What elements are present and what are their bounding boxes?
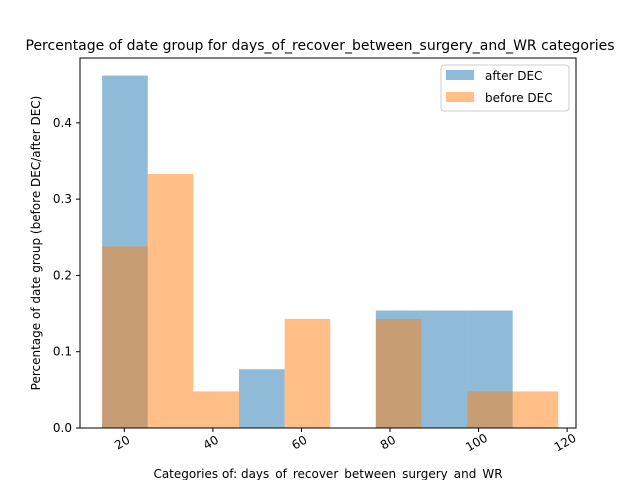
histogram-bar	[421, 310, 468, 428]
histogram-bar	[238, 369, 285, 428]
legend-swatch-after-dec	[446, 70, 474, 80]
histogram-bar	[147, 173, 194, 428]
histogram-bar	[467, 391, 513, 428]
histogram-bar	[102, 246, 148, 428]
x-tick-label: 100	[463, 431, 490, 455]
y-tick-label: 0.4	[53, 116, 72, 130]
chart-title: Percentage of date group for days_of_rec…	[26, 38, 615, 54]
x-tick-label: 40	[201, 433, 221, 453]
plot-frame	[79, 57, 577, 429]
y-axis-label: Percentage of date group (before DEC/aft…	[29, 96, 43, 391]
x-tick-label: 120	[552, 431, 579, 455]
legend: after DEC before DEC	[440, 64, 570, 112]
series-before-dec	[102, 173, 559, 428]
x-tick-label: 20	[112, 433, 132, 453]
x-axis-label: Categories of: days_of_recover_between_s…	[153, 467, 502, 480]
y-tick-label: 0.2	[53, 268, 72, 282]
histogram-bar	[193, 391, 239, 428]
y-tick-label: 0.1	[53, 345, 72, 359]
y-axis: 0.0 0.1 0.2 0.3 0.4	[53, 116, 80, 435]
x-axis: 20 40 60 80 100 120	[112, 428, 579, 455]
x-tick-label: 80	[378, 433, 398, 453]
legend-swatch-before-dec	[446, 92, 474, 102]
y-tick-label: 0.3	[53, 192, 72, 206]
legend-label-after-dec: after DEC	[485, 69, 542, 83]
histogram-bar	[512, 391, 559, 428]
legend-label-before-dec: before DEC	[485, 91, 553, 105]
bars-layer	[102, 75, 559, 429]
x-tick-label: 60	[289, 433, 309, 453]
y-tick-label: 0.0	[53, 421, 72, 435]
histogram-bar	[375, 318, 422, 428]
histogram-bar	[284, 318, 331, 428]
